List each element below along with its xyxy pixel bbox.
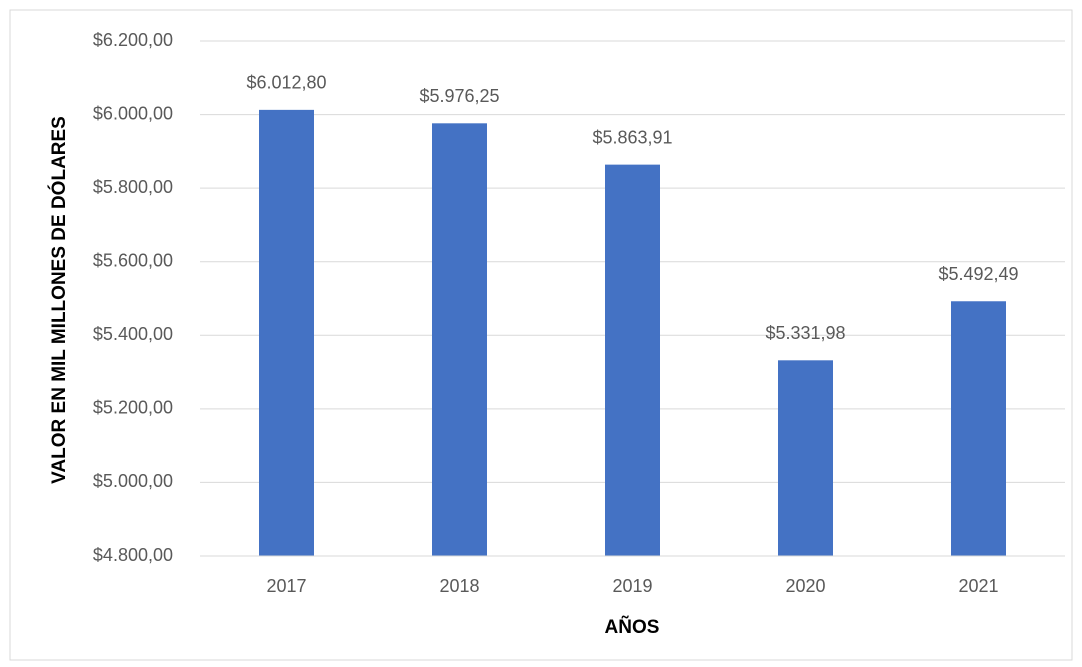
- data-label: $5.863,91: [592, 127, 672, 147]
- x-tick-label: 2018: [439, 576, 479, 596]
- y-tick-label: $5.600,00: [93, 250, 173, 270]
- y-axis-title: VALOR EN MIL MILLONES DE DÓLARES: [48, 116, 70, 484]
- data-label: $5.976,25: [419, 86, 499, 106]
- data-label: $5.492,49: [938, 264, 1018, 284]
- y-tick-label: $5.400,00: [93, 324, 173, 344]
- x-tick-label: 2021: [958, 576, 998, 596]
- bar: [605, 164, 660, 556]
- x-tick-label: 2017: [266, 576, 306, 596]
- y-tick-label: $4.800,00: [93, 545, 173, 565]
- y-tick-label: $5.000,00: [93, 471, 173, 491]
- data-label: $6.012,80: [246, 73, 326, 93]
- y-tick-label: $6.200,00: [93, 30, 173, 50]
- y-tick-label: $5.800,00: [93, 177, 173, 197]
- y-tick-label: $6.000,00: [93, 103, 173, 123]
- data-label: $5.331,98: [765, 323, 845, 343]
- bar: [259, 109, 314, 556]
- x-tick-label: 2020: [785, 576, 825, 596]
- bar: [778, 360, 833, 556]
- bar: [951, 301, 1006, 556]
- x-axis-title: AÑOS: [605, 616, 660, 638]
- bar: [432, 123, 487, 556]
- x-tick-label: 2019: [612, 576, 652, 596]
- y-tick-label: $5.200,00: [93, 398, 173, 418]
